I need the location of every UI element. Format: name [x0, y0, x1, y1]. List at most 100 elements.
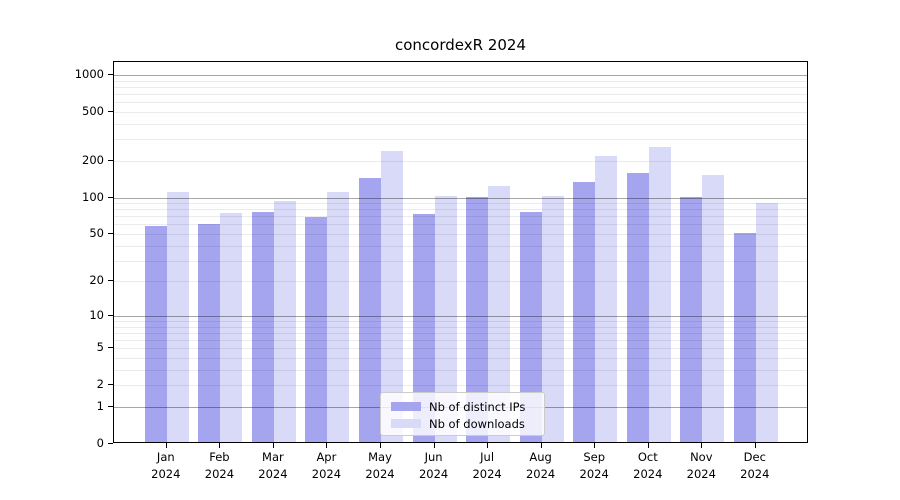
- x-tick-mark-jan: [165, 443, 167, 448]
- y-tick-label-10: 10: [89, 307, 104, 322]
- x-tick-label-feb: Feb 2024: [204, 450, 235, 481]
- bar-nb-of-downloads-mar: [273, 201, 296, 442]
- bar-nb-of-distinct-ips-may: [359, 178, 381, 442]
- minor-gridline-900: [114, 80, 807, 82]
- x-tick-label-nov: Nov 2024: [686, 450, 716, 481]
- x-tick-label-aug: Aug 2024: [525, 450, 556, 481]
- minor-gridline-5: [114, 348, 807, 350]
- minor-gridline-700: [114, 94, 807, 95]
- bar-nb-of-distinct-ips-apr: [305, 216, 328, 442]
- major-gridline-1000: [114, 74, 807, 76]
- bar-nb-of-downloads-may: [381, 151, 403, 442]
- legend-swatch-distinct-ips: [391, 402, 421, 411]
- y-tick-label-1: 1: [96, 399, 104, 413]
- major-gridline-10: [114, 315, 807, 317]
- x-tick-label-oct: Oct 2024: [633, 450, 663, 481]
- minor-gridline-3: [114, 369, 807, 371]
- legend-item-distinct-ips: Nb of distinct IPs: [391, 398, 536, 415]
- major-gridline-100: [114, 197, 807, 199]
- y-tick-label-20: 20: [89, 273, 104, 288]
- x-tick-mark-oct: [647, 443, 649, 448]
- minor-gridline-600: [114, 102, 807, 104]
- x-tick-label-dec: Dec 2024: [740, 450, 770, 481]
- x-tick-label-jan: Jan 2024: [151, 450, 181, 481]
- legend: Nb of distinct IPs Nb of downloads: [380, 392, 545, 436]
- x-tick-label-jun: Jun 2024: [418, 450, 449, 481]
- legend-swatch-downloads: [391, 419, 421, 428]
- y-tick-label-5: 5: [96, 340, 104, 355]
- bar-nb-of-downloads-jul: [488, 185, 511, 442]
- minor-gridline-200: [114, 160, 807, 162]
- y-tick-label-2: 2: [96, 377, 104, 392]
- bar-nb-of-downloads-jan: [166, 192, 189, 442]
- minor-gridline-9: [114, 321, 807, 322]
- x-tick-mark-mar: [272, 443, 274, 448]
- x-tick-label-may: May 2024: [365, 450, 395, 481]
- x-tick-mark-aug: [540, 443, 542, 448]
- bar-nb-of-downloads-apr: [327, 191, 350, 442]
- bar-nb-of-distinct-ips-dec: [733, 233, 756, 442]
- x-tick-label-mar: Mar 2024: [258, 450, 288, 481]
- bar-nb-of-distinct-ips-aug: [519, 212, 542, 442]
- bar-nb-of-downloads-jun: [434, 195, 457, 442]
- y-tick-mark-0: [108, 443, 113, 444]
- y-tick-mark-1000: [108, 73, 113, 75]
- y-tick-label-100: 100: [82, 189, 104, 204]
- x-tick-mark-nov: [701, 443, 703, 448]
- y-tick-label-1000: 1000: [74, 66, 104, 81]
- minor-gridline-8: [114, 326, 807, 328]
- minor-gridline-4: [114, 358, 807, 359]
- y-tick-label-500: 500: [82, 103, 104, 118]
- bar-nb-of-downloads-aug: [541, 195, 564, 442]
- bar-nb-of-downloads-nov: [702, 174, 725, 442]
- minor-gridline-50: [114, 234, 807, 235]
- minor-gridline-7: [114, 332, 807, 334]
- minor-gridline-40: [114, 245, 807, 247]
- minor-gridline-90: [114, 203, 807, 204]
- x-tick-mark-sep: [594, 443, 596, 448]
- x-tick-label-jul: Jul 2024: [472, 450, 502, 481]
- minor-gridline-500: [114, 111, 807, 113]
- minor-gridline-20: [114, 281, 807, 283]
- minor-gridline-60: [114, 224, 807, 226]
- legend-item-downloads: Nb of downloads: [391, 415, 536, 432]
- x-tick-label-sep: Sep 2024: [579, 450, 609, 481]
- bar-nb-of-distinct-ips-feb: [198, 224, 221, 442]
- bar-nb-of-distinct-ips-sep: [573, 181, 596, 442]
- y-tick-mark-1: [108, 406, 113, 407]
- minor-gridline-6: [114, 340, 807, 342]
- minor-gridline-70: [114, 216, 807, 218]
- x-tick-mark-feb: [219, 443, 221, 448]
- x-tick-label-apr: Apr 2024: [311, 450, 342, 481]
- x-tick-mark-dec: [754, 443, 756, 448]
- bar-nb-of-downloads-oct: [648, 146, 671, 442]
- y-tick-label-0: 0: [96, 436, 104, 450]
- bar-nb-of-distinct-ips-jun: [412, 213, 435, 442]
- y-tick-mark-10: [108, 314, 113, 316]
- chart-title: concordexR 2024: [395, 36, 526, 54]
- y-tick-mark-100: [108, 196, 113, 198]
- y-tick-mark-50: [108, 233, 113, 234]
- minor-gridline-300: [114, 139, 807, 141]
- y-tick-mark-500: [108, 110, 113, 112]
- y-tick-mark-20: [108, 280, 113, 282]
- bar-nb-of-distinct-ips-nov: [680, 196, 703, 442]
- bar-nb-of-downloads-sep: [595, 155, 618, 442]
- bar-nb-of-distinct-ips-jul: [466, 197, 489, 442]
- y-tick-label-200: 200: [82, 152, 104, 167]
- bar-nb-of-distinct-ips-mar: [251, 212, 274, 442]
- x-tick-mark-apr: [326, 443, 328, 448]
- legend-label-downloads: Nb of downloads: [429, 416, 525, 431]
- y-tick-label-50: 50: [89, 226, 104, 240]
- y-tick-mark-200: [108, 159, 113, 161]
- minor-gridline-800: [114, 86, 807, 88]
- minor-gridline-80: [114, 209, 807, 211]
- legend-label-distinct-ips: Nb of distinct IPs: [429, 399, 526, 414]
- bar-nb-of-distinct-ips-oct: [626, 173, 649, 442]
- bar-nb-of-downloads-dec: [755, 202, 778, 442]
- bar-nb-of-distinct-ips-jan: [144, 226, 167, 442]
- minor-gridline-400: [114, 123, 807, 125]
- bar-nb-of-downloads-feb: [220, 212, 243, 442]
- minor-gridline-30: [114, 260, 807, 262]
- x-tick-mark-jun: [433, 443, 435, 448]
